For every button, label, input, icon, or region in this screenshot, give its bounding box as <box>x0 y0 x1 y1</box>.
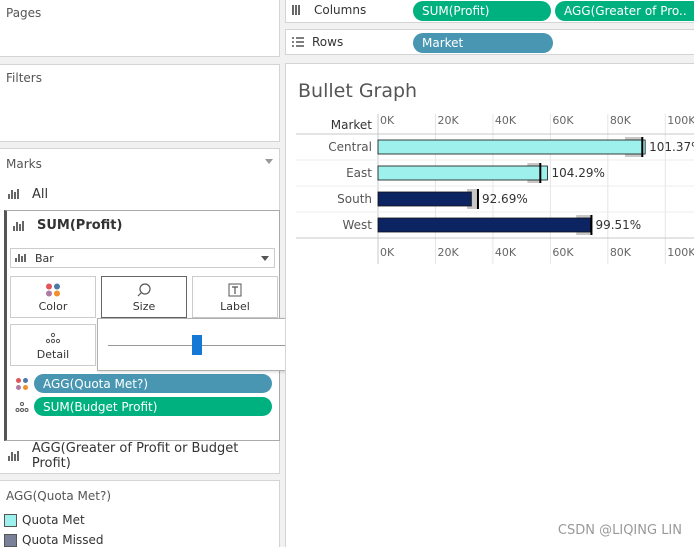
reference-band <box>467 189 478 209</box>
marks-card: Marks All SUM(Profit) Bar Color <box>0 148 280 474</box>
columns-shelf-label: Columns <box>292 3 366 17</box>
legend-item-quota-met[interactable]: Quota Met <box>4 513 85 527</box>
filters-shelf[interactable]: Filters <box>0 64 280 142</box>
marks-title: Marks <box>6 157 42 171</box>
axis-tick-top: 80K <box>610 114 632 127</box>
pages-title: Pages <box>6 6 42 20</box>
data-label: 104.29% <box>551 166 604 180</box>
marks-profit-label: SUM(Profit) <box>37 218 123 233</box>
view-title: Bullet Graph <box>298 80 418 102</box>
axis-tick-bottom: 0K <box>380 246 395 259</box>
columns-pill-agg[interactable]: AGG(Greater of Pro.. <box>555 1 694 21</box>
category-label: East <box>346 166 372 180</box>
watermark: CSDN @LIQING LIN <box>557 523 682 538</box>
legend-swatch <box>4 513 17 527</box>
axis-tick-bottom: 80K <box>610 246 632 259</box>
bar-chart-icon <box>13 220 27 231</box>
marks-menu-icon[interactable] <box>265 159 273 164</box>
marks-agg-label: AGG(Greater of Profit or Budget Profit) <box>31 441 239 471</box>
marks-agg-tab[interactable]: AGG(Greater of Profit or Budget Profit) <box>8 441 279 471</box>
bar-chart-icon <box>8 451 22 461</box>
detail-button[interactable]: Detail <box>10 324 96 366</box>
color-button-label: Color <box>38 300 68 313</box>
profit-bar <box>377 191 472 207</box>
detail-dots-icon <box>45 332 61 344</box>
columns-label-text: Columns <box>314 3 367 17</box>
axis-tick-bottom: 100K <box>667 246 694 259</box>
axis-tick-top: 100K <box>667 114 694 127</box>
chevron-down-icon <box>261 256 269 261</box>
axis-tick-top: 40K <box>495 114 517 127</box>
mark-type-value: Bar <box>35 251 54 265</box>
axis-tick-bottom: 40K <box>495 246 517 259</box>
rows-shelf-label: Rows <box>292 35 343 49</box>
filters-title: Filters <box>6 71 42 85</box>
axis-tick-bottom: 60K <box>552 246 574 259</box>
axis-tick-bottom: 20K <box>437 246 459 259</box>
category-label: Central <box>328 140 372 154</box>
size-lasso-icon <box>137 283 151 297</box>
bullet-chart[interactable]: 0K 20K 40K 60K 80K 100K Market Central 101.37% Ea… <box>286 104 694 264</box>
detail-button-label: Detail <box>36 348 70 361</box>
legend-title: AGG(Quota Met?) <box>6 489 112 503</box>
legend-label: Quota Missed <box>22 533 104 547</box>
size-button[interactable]: Size <box>101 276 187 318</box>
profit-bar <box>377 139 646 155</box>
profit-bar <box>377 165 548 181</box>
color-button[interactable]: Color <box>10 276 96 318</box>
profit-bar <box>377 217 591 233</box>
marks-profit-tab[interactable]: SUM(Profit) <box>13 218 122 233</box>
data-label: 92.69% <box>482 192 528 206</box>
legend-label: Quota Met <box>22 513 85 527</box>
rows-label-text: Rows <box>312 35 344 49</box>
color-legend: AGG(Quota Met?) Quota Met Quota Missed <box>0 480 280 547</box>
data-label: 101.37% <box>649 140 694 154</box>
columns-icon <box>292 5 306 15</box>
data-label: 99.51% <box>595 218 641 232</box>
bar-chart-icon <box>15 254 27 262</box>
columns-pill-profit[interactable]: SUM(Profit) <box>413 1 551 21</box>
budget-profit-pill[interactable]: SUM(Budget Profit) <box>34 397 272 416</box>
size-slider-thumb[interactable] <box>192 335 202 355</box>
axis-tick-top: 20K <box>437 114 459 127</box>
color-dots-icon <box>46 283 60 297</box>
label-button-label: Label <box>220 300 250 313</box>
quota-met-pill[interactable]: AGG(Quota Met?) <box>34 374 272 393</box>
color-dots-icon <box>16 378 28 390</box>
row-header: Market <box>331 118 373 132</box>
viz-view: Bullet Graph 0K 20K 40K 60K 80K 100K Market Cen… <box>285 63 694 547</box>
text-label-icon <box>228 283 242 297</box>
mark-type-dropdown[interactable]: Bar <box>10 248 275 268</box>
legend-swatch <box>4 533 17 547</box>
bar-chart-icon <box>8 189 22 199</box>
columns-shelf[interactable]: Columns SUM(Profit) AGG(Greater of Pro.. <box>285 0 694 23</box>
detail-dots-icon <box>15 402 29 412</box>
category-label: South <box>337 192 372 206</box>
label-button[interactable]: Label <box>192 276 278 318</box>
marks-all-label: All <box>32 186 49 202</box>
rows-pill-market[interactable]: Market <box>413 33 553 53</box>
size-slider-popup <box>97 318 297 371</box>
rows-icon <box>292 37 304 47</box>
legend-item-quota-missed[interactable]: Quota Missed <box>4 533 103 547</box>
category-label: West <box>342 218 372 232</box>
axis-tick-top: 0K <box>380 114 395 127</box>
marks-all-tab[interactable]: All <box>8 183 48 205</box>
size-button-label: Size <box>132 300 156 313</box>
pages-shelf[interactable]: Pages <box>0 0 280 57</box>
rows-shelf[interactable]: Rows Market <box>285 29 694 55</box>
axis-tick-top: 60K <box>552 114 574 127</box>
